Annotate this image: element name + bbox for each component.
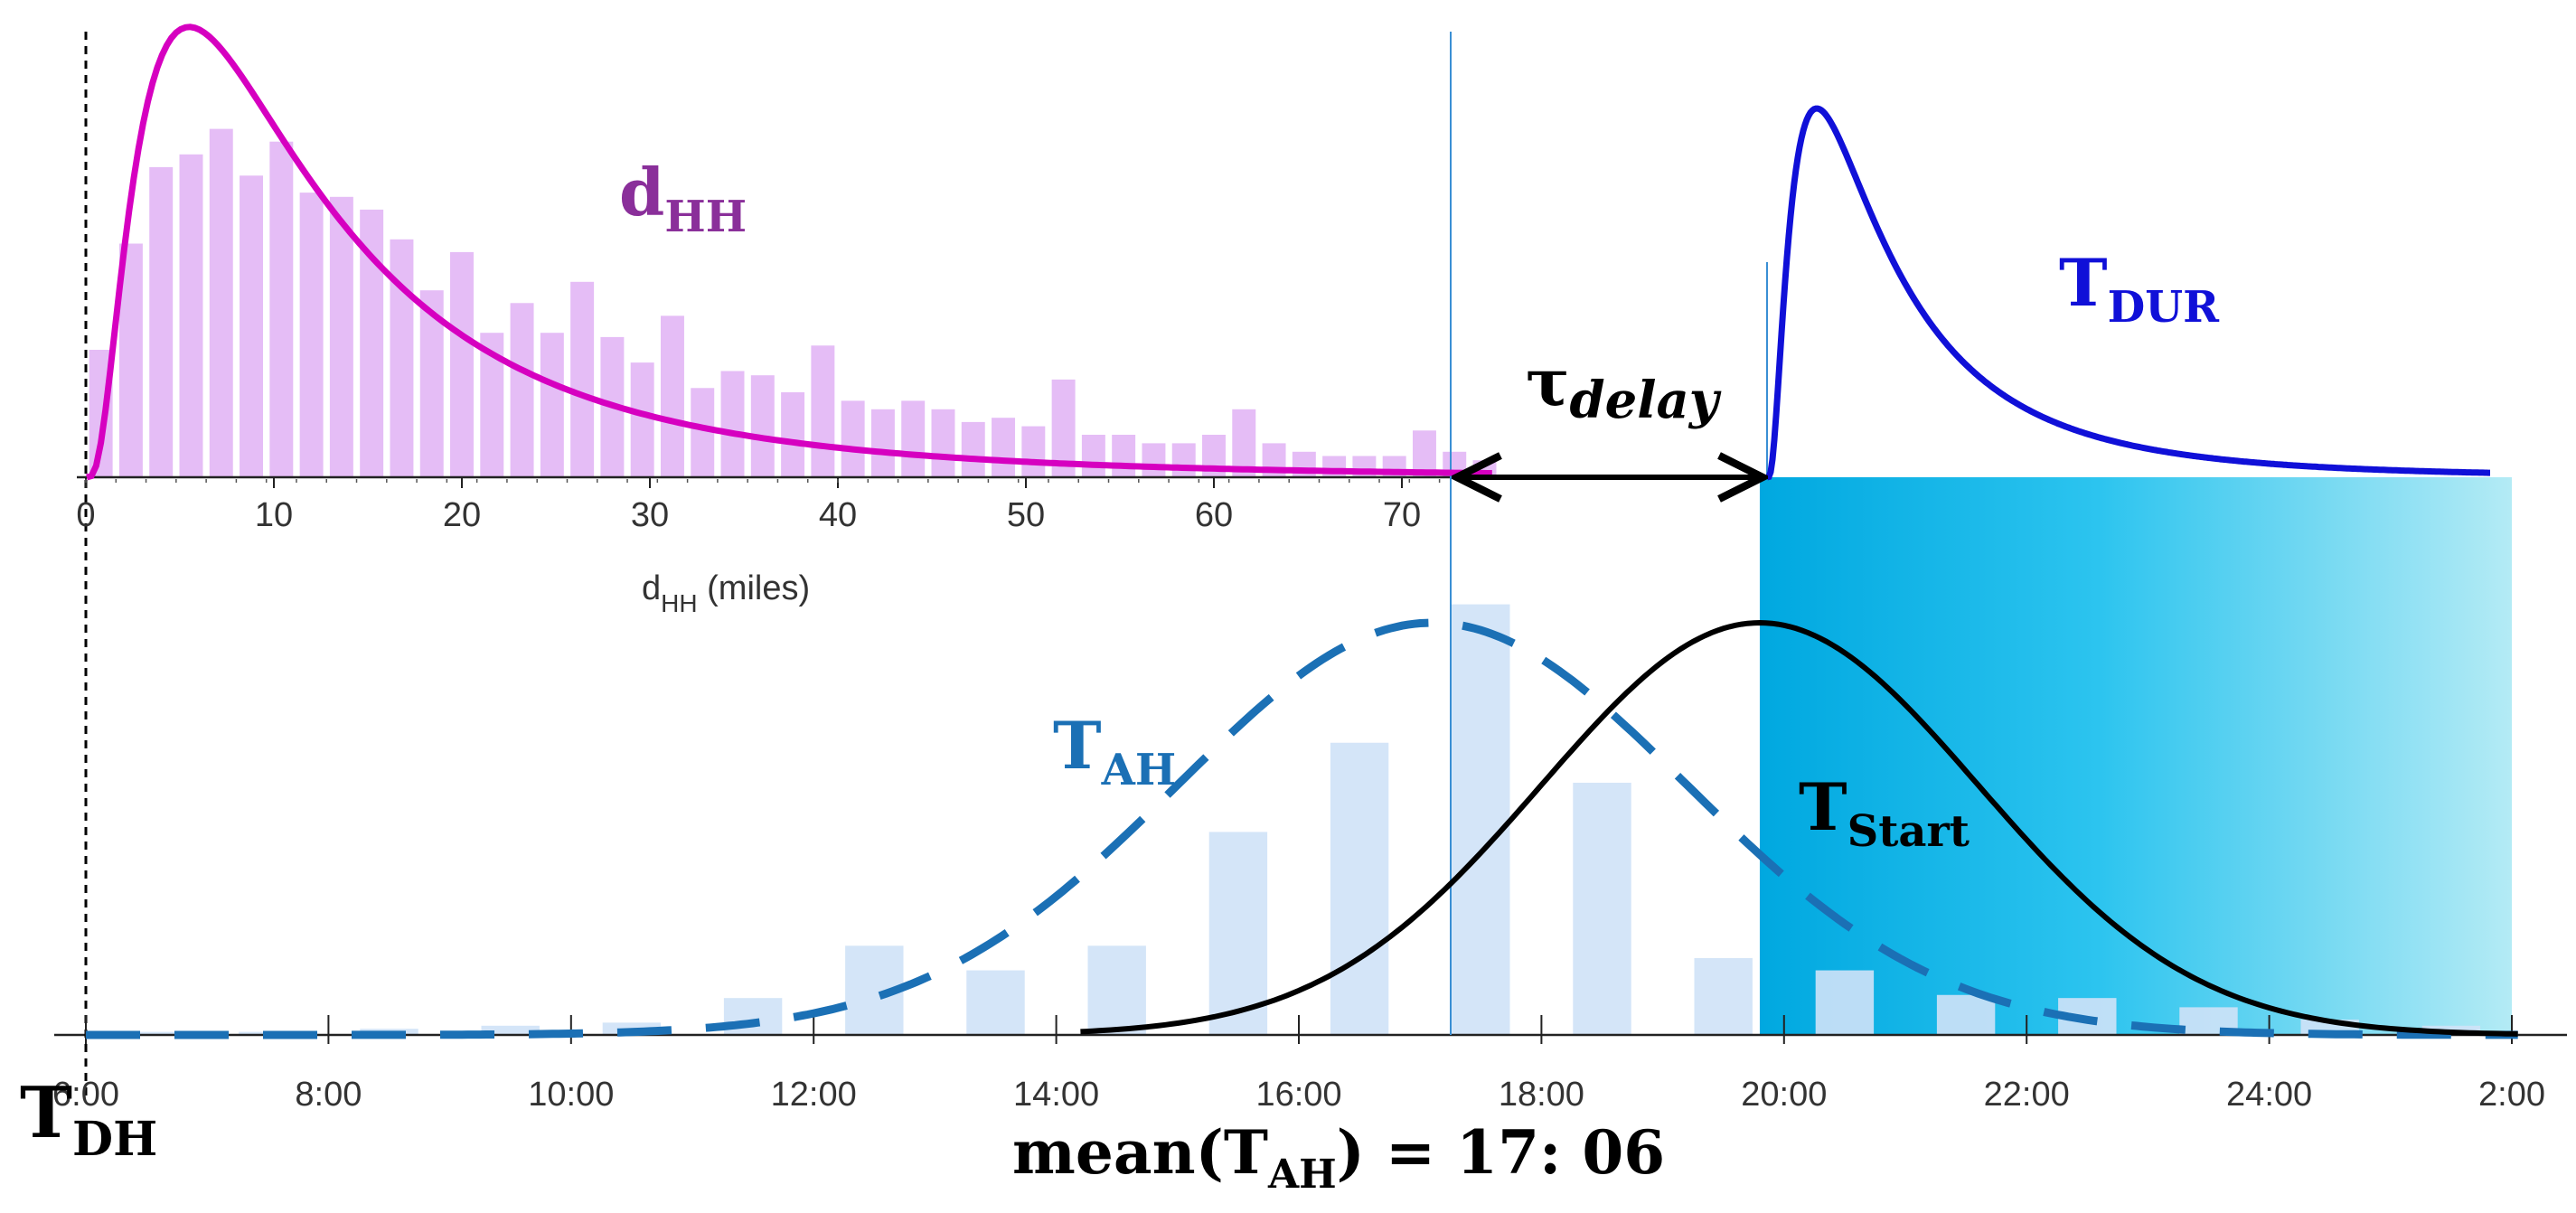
time-bar xyxy=(117,1031,176,1035)
time-tick-label: 14:00 xyxy=(1013,1076,1099,1114)
time-bar xyxy=(481,1025,540,1035)
dhh-bar xyxy=(540,333,564,477)
time-bar xyxy=(1815,970,1875,1035)
time-histogram-bars xyxy=(117,604,2481,1035)
dhh-bar xyxy=(209,128,233,477)
distance-tick-label: 10 xyxy=(255,496,293,534)
dhh-bar xyxy=(781,392,805,477)
time-bar xyxy=(1087,945,1146,1035)
dhh-bar xyxy=(240,175,264,478)
time-tick-label: 2:00 xyxy=(2478,1076,2545,1114)
dhh-bar xyxy=(720,371,745,477)
distance-tick-label: 60 xyxy=(1195,496,1233,534)
dhh-axis-title: dHH (miles) xyxy=(642,569,810,617)
tstart-curve-label: TStart xyxy=(1799,768,1970,857)
fit-curves xyxy=(86,24,2518,1039)
dhh-bar xyxy=(660,315,684,477)
time-bar xyxy=(966,970,1025,1035)
dhh-bar xyxy=(1171,443,1196,477)
time-tick-label: 20:00 xyxy=(1741,1076,1827,1114)
tdur-curve xyxy=(1765,105,2490,481)
dhh-bar xyxy=(691,388,715,477)
dhh-bar xyxy=(870,409,895,477)
dhh-bar xyxy=(1142,443,1166,477)
dhh-bar xyxy=(329,196,353,478)
time-x-ticks: 6:00 8:00 10:00 12:00 14:00 16:00 18:00 20:00 22… xyxy=(52,1015,2545,1114)
distance-tick-label: 40 xyxy=(819,496,857,534)
tstart-shaded-region xyxy=(1759,477,2512,1035)
dhh-bar xyxy=(390,239,414,477)
dhh-bar xyxy=(1112,435,1136,477)
distance-tick-label: 20 xyxy=(443,496,481,534)
dhh-bar xyxy=(450,251,474,477)
time-tick-label: 22:00 xyxy=(1984,1076,2070,1114)
dhh-bar xyxy=(179,154,203,478)
dhh-bar xyxy=(630,362,654,477)
dhh-bar xyxy=(901,400,926,477)
time-tick-label: 24:00 xyxy=(2226,1076,2312,1114)
dhh-bar xyxy=(992,418,1016,477)
distance-x-ticks: 0 10 20 30 40 50 60 70 xyxy=(76,477,1471,534)
time-tick-label: 6:00 xyxy=(52,1076,119,1114)
dhh-bar xyxy=(1021,426,1046,477)
time-bar xyxy=(1208,832,1268,1035)
time-tick-label: 10:00 xyxy=(528,1076,614,1114)
dhh-fit-curve xyxy=(86,24,1492,481)
distance-tick-label: 70 xyxy=(1383,496,1421,534)
dhh-bar xyxy=(750,375,775,477)
time-tick-label: 8:00 xyxy=(295,1076,362,1114)
time-tick-label: 18:00 xyxy=(1499,1076,1584,1114)
time-bar xyxy=(1330,742,1389,1035)
delay-label: τdelay xyxy=(1526,343,1722,430)
dhh-bar xyxy=(1081,435,1105,477)
mean-tah-label: mean(TAH) = 17: 06 xyxy=(1012,1117,1665,1198)
time-tick-label: 16:00 xyxy=(1255,1076,1341,1114)
dhh-bar xyxy=(811,345,835,477)
tdur-curve-label: TDUR xyxy=(2059,244,2220,333)
time-bar xyxy=(1573,782,1631,1035)
distance-tick-label: 30 xyxy=(631,496,669,534)
dhh-bar xyxy=(1232,409,1256,477)
dhh-bar xyxy=(841,400,865,477)
dhh-bar xyxy=(269,141,294,477)
time-tick-label: 12:00 xyxy=(771,1076,857,1114)
dhh-bar xyxy=(961,421,985,477)
distance-tick-label: 50 xyxy=(1007,496,1045,534)
tdh-label: TDH xyxy=(20,1072,157,1167)
dhh-bar xyxy=(299,193,324,477)
dhh-bar xyxy=(570,281,595,477)
dhh-bar xyxy=(931,409,955,477)
time-bar xyxy=(1694,957,1753,1035)
tah-curve xyxy=(86,618,2518,1039)
time-bar xyxy=(1936,994,1996,1035)
dhh-curve-label: dHH xyxy=(619,154,747,242)
time-bar xyxy=(1452,604,1510,1035)
dhh-bar xyxy=(149,166,174,477)
dhh-bar xyxy=(510,303,534,477)
tah-curve-label: TAH xyxy=(1053,707,1176,795)
tstart-curve xyxy=(1080,619,2518,1037)
distance-tick-label: 0 xyxy=(76,496,95,534)
shaded-region-rect xyxy=(1759,477,2512,1035)
distance-histogram-bars xyxy=(89,128,1497,478)
